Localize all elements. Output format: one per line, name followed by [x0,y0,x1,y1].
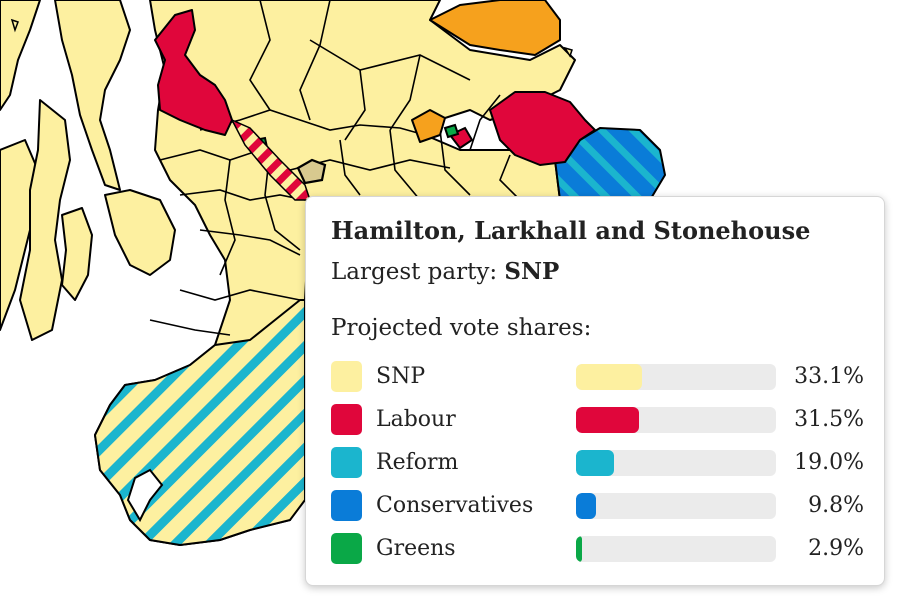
party-name: Reform [376,450,459,475]
selected-constituency-hamilton[interactable] [296,158,327,185]
share-percent: 19.0% [794,450,864,475]
share-bar-track [576,363,776,390]
share-bar-track [576,449,776,476]
party-swatch [331,447,362,478]
islands [10,18,573,58]
vote-shares-heading: Projected vote shares: [331,315,592,341]
vote-share-row: Labour 31.5% [331,398,864,441]
vote-share-row: Greens 2.9% [331,527,864,570]
share-bar-track [576,535,776,562]
largest-party-line: Largest party: SNP [331,257,860,287]
share-bar-track [576,406,776,433]
tooltip-title: Hamilton, Larkhall and Stonehouse [331,216,811,245]
party-swatch [331,361,362,392]
libdem-north-east-fife[interactable] [429,0,561,56]
south-coast-inlet [126,468,164,523]
party-swatch [331,533,362,564]
share-bar-fill [576,449,614,476]
share-bar-fill [576,535,582,562]
constituency-tooltip: Hamilton, Larkhall and Stonehouse Larges… [305,196,885,586]
share-percent: 2.9% [808,536,864,561]
vote-share-row: SNP 33.1% [331,355,864,398]
vote-share-list: SNP 33.1% Labour 31.5% Reform 19.0% Conservati… [331,355,864,570]
share-percent: 9.8% [808,493,864,518]
labour-west-dunbartonshire[interactable] [154,9,233,136]
share-bar-fill [576,406,639,433]
share-bar-track [576,492,776,519]
party-swatch [331,404,362,435]
party-name: SNP [376,364,426,389]
vote-share-row: Reform 19.0% [331,441,864,484]
vote-share-row: Conservatives 9.8% [331,484,864,527]
party-name: Conservatives [376,493,534,518]
constituency-borders [149,0,521,336]
share-bar-fill [576,363,643,390]
share-percent: 31.5% [794,407,864,432]
share-percent: 33.1% [794,364,864,389]
share-bar-fill [576,492,596,519]
labour-east-lothian[interactable] [489,91,596,166]
party-swatch [331,490,362,521]
libdem-edinburgh-west[interactable] [411,109,446,143]
party-name: Labour [376,407,456,432]
largest-party-value: SNP [504,258,560,285]
largest-party-label: Largest party: [331,259,505,285]
greens-edinburgh[interactable] [443,123,460,139]
west-coast-land [0,0,176,341]
party-name: Greens [376,536,456,561]
